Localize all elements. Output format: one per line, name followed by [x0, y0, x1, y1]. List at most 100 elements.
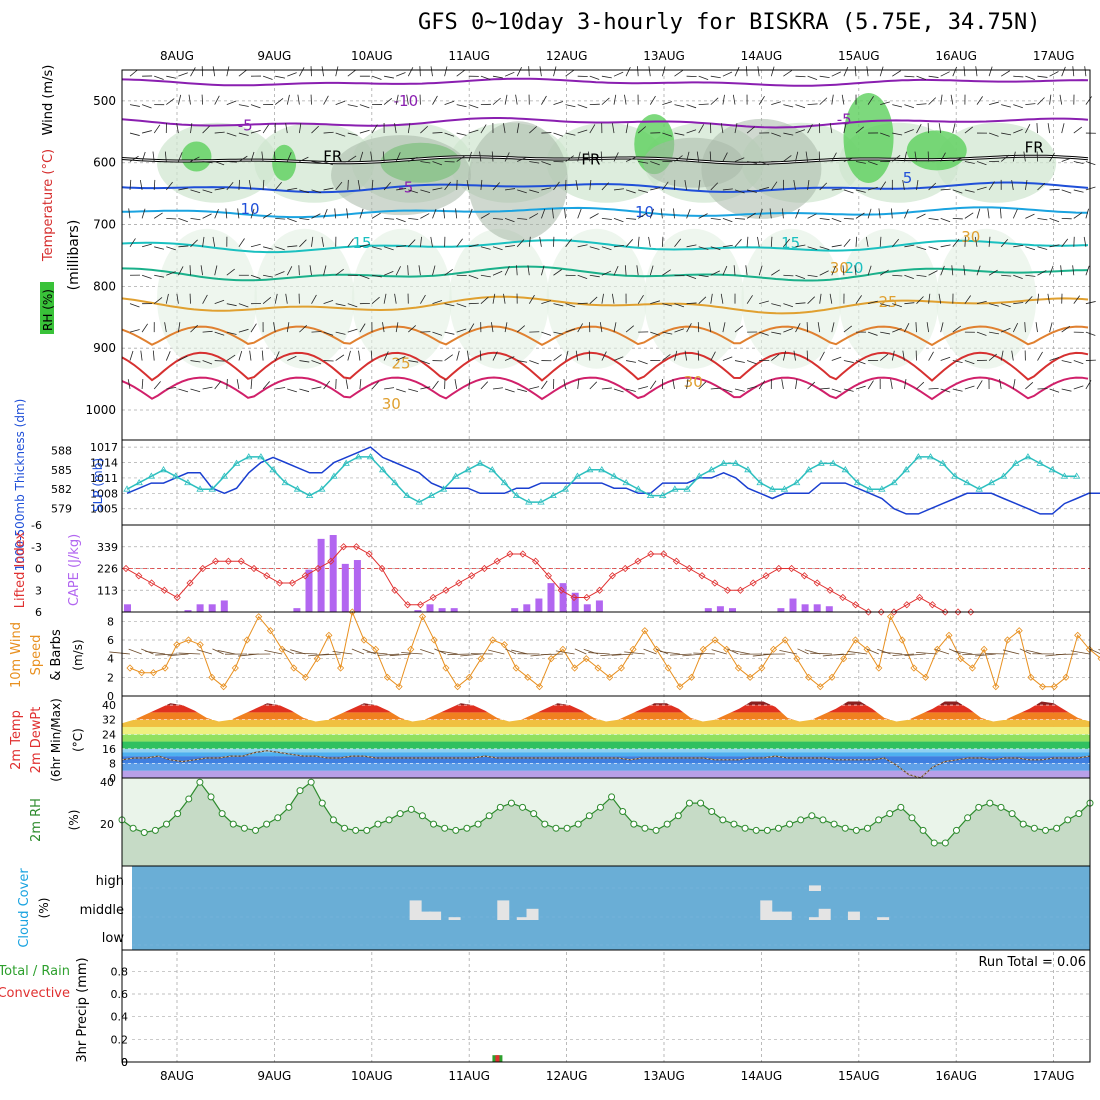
- wind-barb: [141, 323, 148, 333]
- wind-barb: [613, 71, 624, 77]
- wind-barb: [165, 293, 169, 304]
- wind-barb: [420, 125, 428, 134]
- wind-barb: [299, 189, 310, 194]
- li-marker: [237, 557, 245, 565]
- thickness-marker: [269, 466, 277, 473]
- wind-marker: [641, 627, 649, 635]
- wind-barb: [1047, 293, 1050, 304]
- li-marker: [634, 557, 642, 565]
- wind-marker: [231, 664, 239, 672]
- rh-shade: [741, 228, 842, 369]
- wind-barb: [674, 328, 685, 333]
- thickness-marker: [841, 466, 850, 473]
- wind-barb: [1036, 123, 1038, 134]
- wind-marker: [454, 683, 462, 691]
- wind-barb: [1037, 217, 1048, 221]
- thickness-marker: [695, 472, 703, 479]
- precip-tick: 0: [121, 1056, 128, 1069]
- wind-barb: [226, 132, 237, 137]
- pressure-tick: 700: [93, 218, 116, 232]
- wind-barb: [783, 303, 794, 308]
- wind-barb: [311, 331, 322, 333]
- wind-barb: [734, 189, 745, 194]
- wind-barb: [1011, 350, 1014, 361]
- wind-barb-10m: [962, 653, 985, 656]
- isotherm-line: [121, 206, 1089, 219]
- wind-barb: [904, 151, 907, 162]
- wind-barb: [1012, 209, 1018, 219]
- wind-barb: [541, 187, 552, 191]
- li-marker: [148, 579, 156, 587]
- wind-barb: [1049, 188, 1060, 191]
- wind-barb: [468, 104, 479, 109]
- date-label-bottom: 17AUG: [1033, 1069, 1075, 1083]
- wind-barb: [516, 67, 522, 77]
- ylabel-rh2m-units: (%): [67, 810, 81, 831]
- thickness-tick: 588: [51, 444, 72, 457]
- wind-barb: [807, 179, 810, 190]
- wind-barb: [831, 244, 842, 248]
- wind-barb: [722, 94, 725, 105]
- rh-marker: [663, 820, 671, 828]
- wind-barb: [553, 331, 564, 335]
- wind-barb: [188, 94, 191, 105]
- wind-barb: [335, 331, 346, 335]
- wind-barb: [420, 294, 426, 304]
- wind-barb: [311, 360, 322, 365]
- li-marker: [442, 586, 450, 594]
- rh-marker: [1064, 816, 1072, 824]
- wind-barb: [287, 388, 297, 393]
- wind-barb-10m: [600, 653, 622, 657]
- wind-barb: [783, 238, 791, 248]
- wind-marker: [664, 664, 672, 672]
- wind-barb: [480, 274, 491, 278]
- wind-barb: [684, 350, 687, 361]
- wind-barb: [1000, 239, 1009, 248]
- wind-barb: [432, 265, 436, 276]
- wind-barb: [928, 217, 939, 221]
- wind-barb: [347, 303, 358, 308]
- wind-barb: [1001, 132, 1012, 136]
- wind-marker: [851, 636, 859, 644]
- wind-barb: [396, 388, 406, 393]
- wind-barb: [964, 360, 975, 365]
- wind-tick: 2: [107, 671, 114, 684]
- wind-barb: [783, 132, 794, 136]
- wind-barb: [892, 104, 903, 108]
- wind-barb: [529, 360, 539, 365]
- li-marker: [544, 572, 552, 580]
- wind-barb: [395, 322, 399, 333]
- wind-barb: [565, 69, 574, 77]
- wind-barb: [613, 152, 619, 162]
- wind-barb: [287, 217, 297, 223]
- rh-legend-swatch: [40, 282, 54, 334]
- wind-barb: [648, 66, 651, 77]
- wind-barb: [406, 94, 409, 105]
- cape-bar: [595, 600, 603, 612]
- li-marker: [455, 579, 463, 587]
- wind-barb: [335, 354, 345, 361]
- wind-barb: [1035, 322, 1038, 333]
- isotherm-line: [121, 325, 1089, 347]
- wind-barb: [698, 381, 707, 390]
- li-marker: [762, 572, 770, 580]
- wind-barb: [287, 72, 297, 77]
- wind-barb: [1085, 161, 1096, 166]
- wind-marker: [395, 683, 403, 691]
- wind-barb: [758, 380, 766, 390]
- wind-barb: [287, 187, 298, 191]
- thickness-marker: [744, 466, 752, 473]
- wind-barb-10m: [128, 648, 142, 655]
- wind-barb-10m: [904, 653, 926, 657]
- rh-marker: [1008, 810, 1016, 818]
- thickness-marker: [865, 485, 874, 492]
- wind-barb: [952, 360, 963, 364]
- cloud-panel-bg: [132, 866, 1090, 950]
- li-marker: [928, 601, 936, 609]
- wind-marker: [278, 645, 286, 653]
- thickness-marker: [683, 485, 691, 492]
- wind-barb: [843, 157, 854, 162]
- thickness-marker: [792, 478, 801, 486]
- wind-barb: [238, 303, 249, 308]
- wind-barb: [674, 104, 685, 108]
